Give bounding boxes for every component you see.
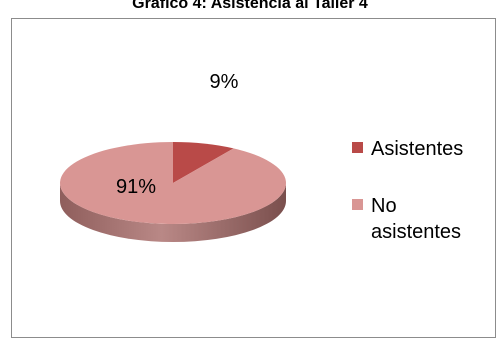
pie-slice-no-asistentes <box>60 142 287 224</box>
chart-title: Gráfico 4: Asistencia al Taller 4 <box>132 0 368 12</box>
legend-label-no-asistentes: No asistentes <box>371 195 462 243</box>
pie-side-wall <box>60 183 286 242</box>
pie-slice-asistentes <box>173 142 234 183</box>
data-label-no-asistentes: 91% <box>116 176 156 198</box>
legend-item-no-asistentes: No asistentes <box>352 193 491 245</box>
legend-label-asistentes: Asistentes <box>371 138 464 160</box>
data-label-asistentes: 9% <box>210 71 239 93</box>
legend-swatch-no-asistentes <box>352 199 363 210</box>
legend-swatch-asistentes <box>352 142 363 153</box>
legend-item-asistentes: Asistentes <box>352 136 463 162</box>
